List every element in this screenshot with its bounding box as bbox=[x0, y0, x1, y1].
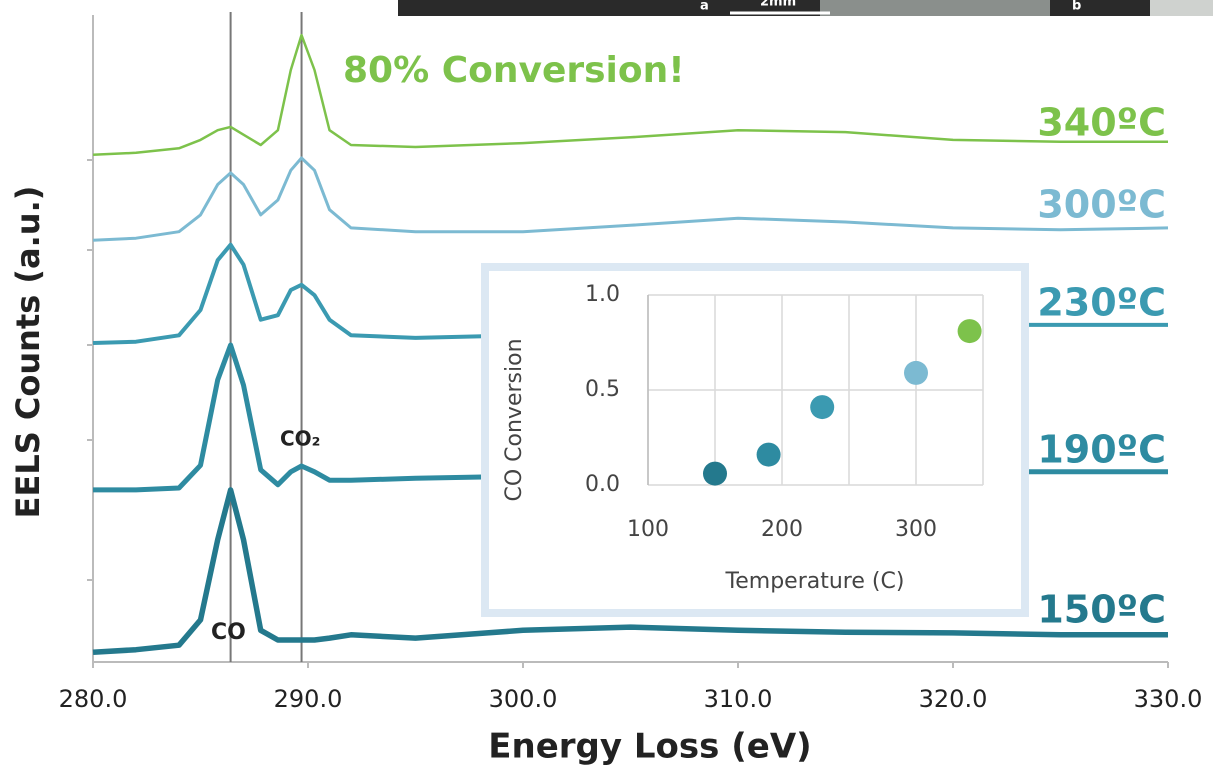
x-tick-label: 300.0 bbox=[489, 685, 558, 713]
photo-label: b bbox=[1072, 0, 1081, 14]
point bbox=[756, 442, 781, 467]
x-tick-label: 290.0 bbox=[274, 685, 343, 713]
photo-label: 2mm bbox=[760, 0, 796, 10]
x-tick-label: 100 bbox=[627, 517, 669, 542]
series-label: 150ºC bbox=[1037, 588, 1166, 632]
inset-frame bbox=[481, 263, 1029, 617]
x-tick-label: 320.0 bbox=[919, 685, 988, 713]
point bbox=[703, 461, 727, 486]
spectrum-line bbox=[92, 487, 1168, 656]
x-tick-label: 200 bbox=[761, 517, 803, 542]
series-label: 340ºC bbox=[1037, 101, 1166, 145]
y-tick-label: 1.0 bbox=[585, 282, 620, 307]
annotation: CO₂ bbox=[280, 427, 320, 451]
y-tick-label: 0.5 bbox=[585, 377, 620, 402]
point bbox=[904, 360, 928, 385]
point bbox=[810, 395, 835, 420]
series-label: 230ºC bbox=[1037, 281, 1166, 325]
x-tick-label: 310.0 bbox=[704, 685, 773, 713]
x-axis-title: Energy Loss (eV) bbox=[488, 727, 811, 767]
x-tick-label: 280.0 bbox=[59, 685, 128, 713]
point bbox=[957, 319, 982, 344]
photo-sample bbox=[820, 0, 1050, 16]
photo-label: a bbox=[700, 0, 709, 14]
x-axis-title: Temperature (C) bbox=[725, 569, 905, 594]
y-tick-label: 0.0 bbox=[585, 472, 620, 497]
y-axis-title: EELS Counts (a.u.) bbox=[9, 186, 47, 519]
series-label: 300ºC bbox=[1037, 183, 1166, 227]
x-tick-label: 330.0 bbox=[1134, 685, 1203, 713]
y-axis-title: CO Conversion bbox=[502, 338, 527, 501]
x-tick-label: 300 bbox=[895, 517, 937, 542]
photo-sample bbox=[1150, 0, 1213, 16]
series-label: 190ºC bbox=[1037, 428, 1166, 472]
spectrum-line bbox=[92, 156, 1169, 242]
annotation: CO bbox=[211, 620, 246, 645]
annotation: 80% Conversion! bbox=[343, 50, 685, 91]
spectrum-line bbox=[92, 33, 1168, 157]
